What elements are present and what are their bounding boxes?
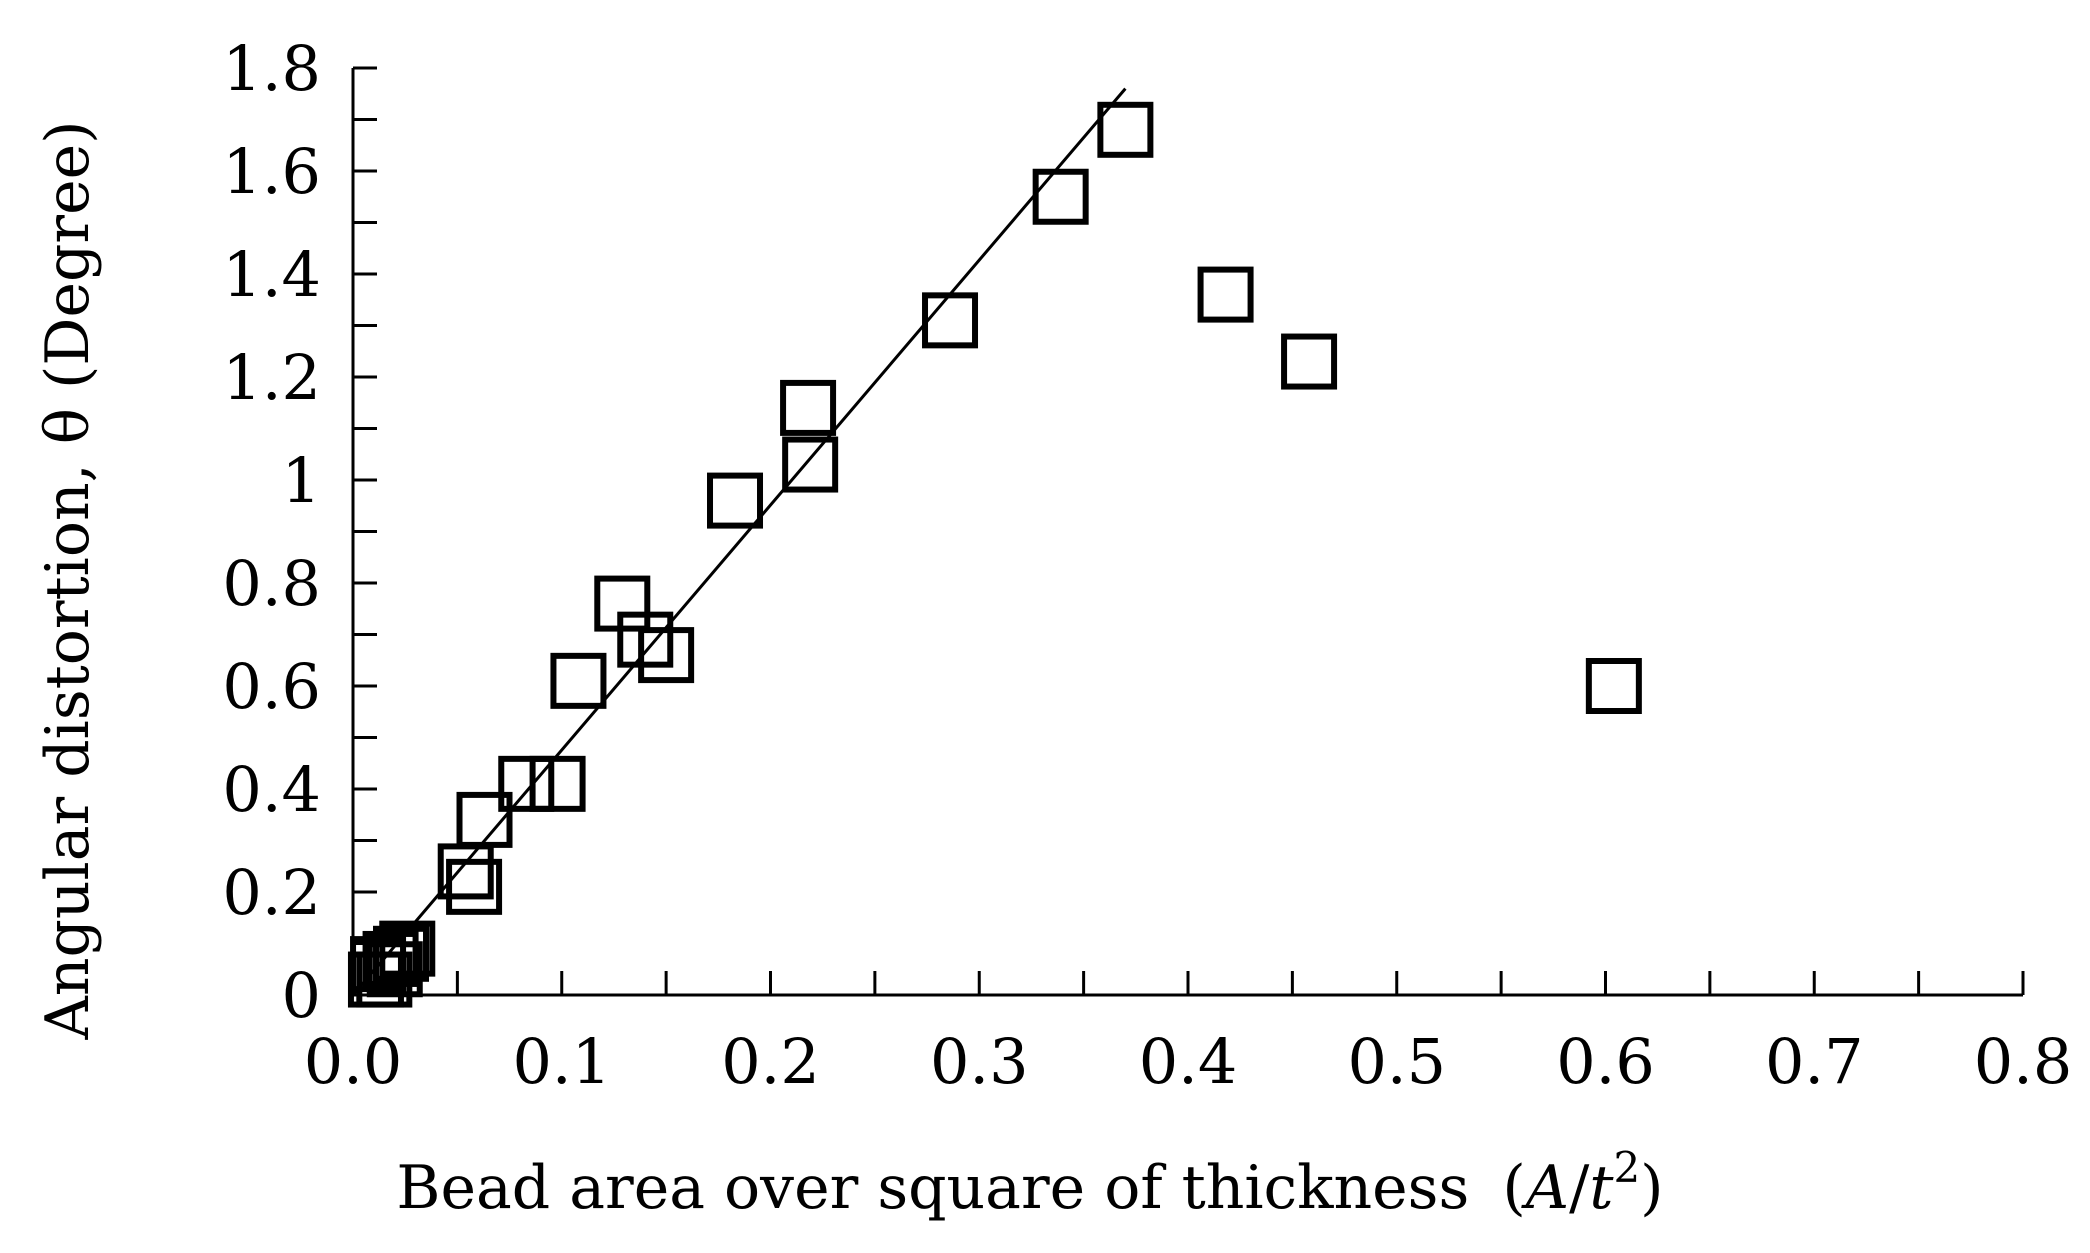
data-point [550, 652, 607, 709]
y-axis-ticks: 0 0.2 0.4 0.6 0.8 1 1.2 1.4 1.6 1.8 [222, 32, 377, 1032]
data-point [707, 472, 764, 529]
y-tick-label: 0.6 [222, 650, 321, 723]
x-tick-label: 0.0 [304, 1025, 403, 1098]
y-tick-label: 0.4 [222, 753, 321, 826]
data-point [373, 925, 430, 982]
y-tick-label: 0 [282, 959, 321, 1032]
data-point [446, 858, 503, 915]
y-tick-label: 0.2 [222, 856, 321, 929]
x-axis-title-t: t [1589, 1153, 1614, 1223]
y-tick-label: 1 [282, 444, 321, 517]
data-points [347, 101, 1642, 1008]
data-point [366, 941, 423, 998]
x-axis-ticks: 0.0 0.1 0.2 0.3 0.4 0.5 0.6 0.7 0.8 [304, 971, 2073, 1098]
data-point [456, 791, 513, 848]
x-axis-title-a: A [1521, 1153, 1569, 1223]
y-tick-label: 1.8 [222, 32, 321, 105]
data-point [1585, 658, 1642, 714]
y-tick-label: 1.6 [222, 135, 321, 208]
data-point [922, 292, 979, 349]
data-point [362, 930, 419, 987]
axes [351, 68, 2023, 997]
y-tick-label: 1.2 [222, 341, 321, 414]
x-tick-label: 0.8 [1974, 1025, 2073, 1098]
data-point [1032, 168, 1089, 225]
x-axis-title-sup: 2 [1613, 1143, 1640, 1192]
data-point [1281, 333, 1338, 390]
data-point [1097, 101, 1154, 158]
x-tick-label: 0.2 [721, 1025, 820, 1098]
y-axis-title: Angular distortion, θ (Degree) [33, 121, 103, 1041]
data-point [782, 436, 839, 493]
x-tick-label: 0.1 [512, 1025, 611, 1098]
data-point [617, 611, 674, 668]
x-axis-title-slash: / [1569, 1153, 1590, 1223]
data-point [780, 379, 837, 436]
x-axis-title: Bead area over square of thickness (A/t2… [396, 1143, 1663, 1223]
x-tick-label: 0.5 [1347, 1025, 1446, 1098]
data-point [529, 755, 586, 812]
x-tick-label: 0.3 [930, 1025, 1029, 1098]
y-tick-label: 0.8 [222, 547, 321, 620]
x-axis-title-main: Bead area over square of thickness [396, 1153, 1469, 1223]
data-point [379, 920, 436, 977]
x-axis-title-close: ) [1640, 1153, 1663, 1223]
data-point [1197, 266, 1254, 323]
data-point [498, 755, 555, 812]
x-tick-label: 0.6 [1556, 1025, 1655, 1098]
x-tick-label: 0.4 [1139, 1025, 1238, 1098]
x-axis-title-open: ( [1502, 1153, 1525, 1223]
y-tick-label: 1.4 [222, 238, 321, 311]
x-tick-label: 0.7 [1765, 1025, 1864, 1098]
data-point [638, 627, 695, 684]
